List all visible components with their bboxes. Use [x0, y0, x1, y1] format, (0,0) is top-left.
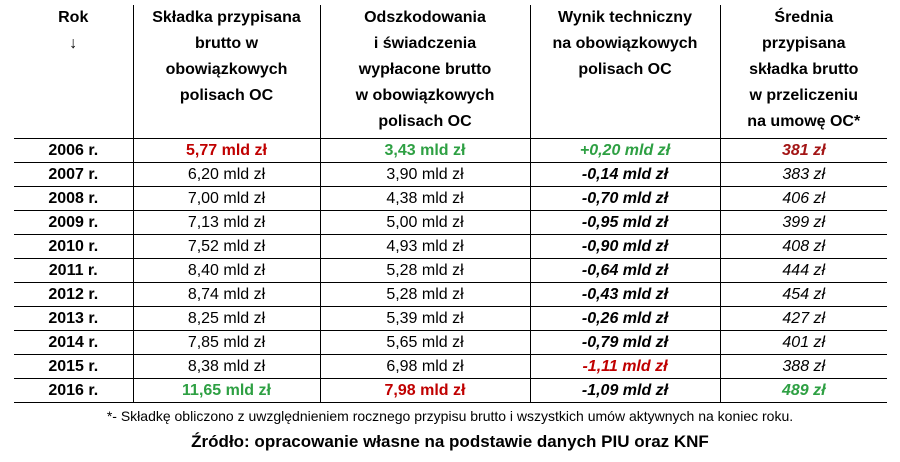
table-row: 2007 r. 6,20 mld zł 3,90 mld zł -0,14 mld z… [14, 162, 887, 187]
table-cell: 5,00 mld zł [319, 210, 531, 235]
table-row: 2011 r. 8,40 mld zł 5,28 mld zł -0,64 mld z… [14, 258, 887, 283]
table-cell: 7,85 mld zł [132, 330, 321, 355]
table-cell: 2015 r. [14, 354, 134, 379]
table-cell: -0,43 mld zł [529, 282, 721, 307]
table-cell: -0,26 mld zł [529, 306, 721, 331]
table-cell: 6,98 mld zł [319, 354, 531, 379]
table-body: 2006 r. 5,77 mld zł 3,43 mld zł +0,20 mld z… [14, 138, 887, 403]
table-cell: 2014 r. [14, 330, 134, 355]
table-cell: 383 zł [719, 162, 887, 187]
table-cell: -1,11 mld zł [529, 354, 721, 379]
table-cell: 3,43 mld zł [319, 138, 531, 163]
column-header: Odszkodowania i świadczenia wypłacone br… [319, 5, 531, 139]
table-cell: 2016 r. [14, 378, 134, 403]
table-cell: -0,14 mld zł [529, 162, 721, 187]
table-cell: 5,28 mld zł [319, 282, 531, 307]
table-cell: 2012 r. [14, 282, 134, 307]
table-cell: 406 zł [719, 186, 887, 211]
table-cell: -0,90 mld zł [529, 234, 721, 259]
table-row: 2010 r. 7,52 mld zł 4,93 mld zł -0,90 mld z… [14, 234, 887, 259]
data-table: Rok ↓ Składka przypisana brutto w obowiąz… [14, 5, 887, 403]
table-cell: 5,39 mld zł [319, 306, 531, 331]
table-cell: -0,95 mld zł [529, 210, 721, 235]
table-cell: 7,13 mld zł [132, 210, 321, 235]
table-cell: 7,00 mld zł [132, 186, 321, 211]
table-cell: 5,77 mld zł [132, 138, 321, 163]
table-cell: 7,52 mld zł [132, 234, 321, 259]
table-cell: 2011 r. [14, 258, 134, 283]
table-cell: 2013 r. [14, 306, 134, 331]
table-row: 2015 r. 8,38 mld zł 6,98 mld zł -1,11 mld z… [14, 354, 887, 379]
table-cell: -0,70 mld zł [529, 186, 721, 211]
table-cell: 444 zł [719, 258, 887, 283]
table-cell: 3,90 mld zł [319, 162, 531, 187]
table-cell: 4,93 mld zł [319, 234, 531, 259]
table-row: 2008 r. 7,00 mld zł 4,38 mld zł -0,70 mld z… [14, 186, 887, 211]
table-cell: -0,64 mld zł [529, 258, 721, 283]
table-cell: 5,28 mld zł [319, 258, 531, 283]
table-cell: 408 zł [719, 234, 887, 259]
table-row: 2006 r. 5,77 mld zł 3,43 mld zł +0,20 mld z… [14, 138, 887, 163]
column-header: Wynik techniczny na obowiązkowych polisa… [529, 5, 721, 139]
table-row: 2009 r. 7,13 mld zł 5,00 mld zł -0,95 mld z… [14, 210, 887, 235]
table-cell: 454 zł [719, 282, 887, 307]
column-header: Średnia przypisana składka brutto w prze… [719, 5, 887, 139]
table-cell: 2007 r. [14, 162, 134, 187]
column-header: Rok ↓ [14, 5, 134, 139]
table-cell: 2006 r. [14, 138, 134, 163]
table-cell: 489 zł [719, 378, 887, 403]
footnote: *- Składkę obliczono z uwzględnieniem ro… [106, 408, 794, 424]
table-cell: 8,38 mld zł [132, 354, 321, 379]
table-cell: 2008 r. [14, 186, 134, 211]
table-row: 2013 r. 8,25 mld zł 5,39 mld zł -0,26 mld z… [14, 306, 887, 331]
column-header: Składka przypisana brutto w obowiązkowyc… [132, 5, 321, 139]
table-row: 2014 r. 7,85 mld zł 5,65 mld zł -0,79 mld z… [14, 330, 887, 355]
table-cell: -1,09 mld zł [529, 378, 721, 403]
source: Źródło: opracowanie własne na podstawie … [191, 432, 709, 451]
table-cell: 2009 r. [14, 210, 134, 235]
table-cell: 8,25 mld zł [132, 306, 321, 331]
table-row: 2012 r. 8,74 mld zł 5,28 mld zł -0,43 mld z… [14, 282, 887, 307]
table-cell: 11,65 mld zł [132, 378, 321, 403]
table-cell: 2010 r. [14, 234, 134, 259]
table-cell: 8,40 mld zł [132, 258, 321, 283]
table-cell: -0,79 mld zł [529, 330, 721, 355]
table-cell: 401 zł [719, 330, 887, 355]
table-cell: 388 zł [719, 354, 887, 379]
table-cell: 427 zł [719, 306, 887, 331]
table-row: 2016 r. 11,65 mld zł 7,98 mld zł -1,09 mld … [14, 378, 887, 403]
table-cell: +0,20 mld zł [529, 138, 721, 163]
header-row: Rok ↓ Składka przypisana brutto w obowiąz… [14, 5, 887, 139]
table-cell: 8,74 mld zł [132, 282, 321, 307]
table-cell: 6,20 mld zł [132, 162, 321, 187]
table-cell: 5,65 mld zł [319, 330, 531, 355]
table-cell: 399 zł [719, 210, 887, 235]
table-cell: 4,38 mld zł [319, 186, 531, 211]
table-cell: 381 zł [719, 138, 887, 163]
table-cell: 7,98 mld zł [319, 378, 531, 403]
